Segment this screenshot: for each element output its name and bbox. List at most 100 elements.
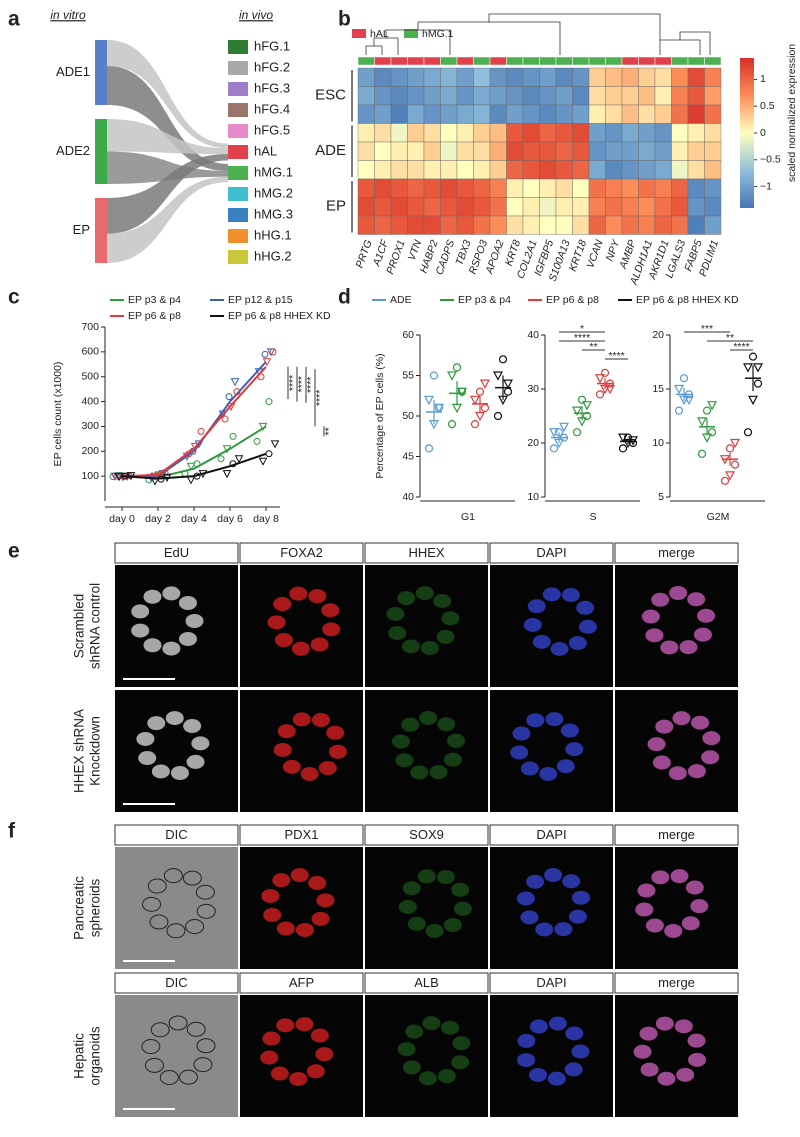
data-point <box>707 401 717 411</box>
data-point <box>470 420 480 429</box>
heatmap-cell <box>654 160 672 180</box>
data-point <box>743 363 753 373</box>
cell <box>182 870 202 886</box>
cell <box>523 617 542 632</box>
data-point <box>674 384 684 395</box>
data-point <box>480 403 490 412</box>
y-tick-label: 10 <box>652 437 664 449</box>
cell <box>391 734 410 749</box>
cell <box>527 599 546 614</box>
heatmap-cell <box>456 160 474 180</box>
cell <box>186 1021 206 1037</box>
data-point <box>725 471 735 481</box>
cell <box>397 591 416 606</box>
cell <box>568 909 587 924</box>
colorbar-tick-label: 0 <box>760 127 766 139</box>
target-label: hFG.5 <box>254 122 290 137</box>
heatmap-cell <box>572 67 590 87</box>
heatmap-cell <box>473 215 491 235</box>
heatmap-cell <box>489 178 507 198</box>
cell <box>687 1033 706 1048</box>
data-point <box>225 393 233 401</box>
cell <box>441 611 460 626</box>
mean-line <box>121 366 267 478</box>
cell <box>261 888 280 903</box>
y-tick-label: 40 <box>527 329 539 341</box>
heatmap-cell <box>572 215 590 235</box>
heatmap-cell <box>506 104 524 124</box>
heatmap-cell <box>572 86 590 106</box>
cell <box>316 893 335 908</box>
data-point <box>234 455 244 464</box>
flow <box>107 154 228 234</box>
heatmap-cell <box>605 141 623 161</box>
y-tick-label: 10 <box>527 491 539 503</box>
heatmap-cell <box>555 141 573 161</box>
target-node <box>228 61 248 75</box>
cell <box>545 712 564 727</box>
heatmap-cell <box>390 141 408 161</box>
cell <box>655 719 674 734</box>
heatmap-cell <box>407 215 425 235</box>
y-tick-label: 60 <box>402 329 414 341</box>
cell <box>651 592 670 607</box>
cell <box>260 1050 279 1065</box>
data-point <box>753 379 763 388</box>
cell <box>688 1052 707 1067</box>
data-point <box>503 379 513 389</box>
row-label: organoids <box>88 1026 103 1086</box>
heatmap-cell <box>506 123 524 143</box>
heatmap-cell <box>506 197 524 217</box>
heatmap-cell <box>473 197 491 217</box>
source-node <box>95 119 107 184</box>
legend-label: hAL <box>370 28 389 40</box>
heatmap-cell <box>522 197 540 217</box>
heatmap-cell <box>506 67 524 87</box>
channel-label: EdU <box>164 545 189 560</box>
heatmap-cell <box>473 160 491 180</box>
cell <box>510 745 529 760</box>
data-point <box>266 348 276 357</box>
data-point <box>262 358 272 367</box>
cell <box>386 606 405 621</box>
heatmap-cell <box>506 160 524 180</box>
data-point <box>595 374 605 384</box>
column-annotation <box>489 56 507 66</box>
column-annotation <box>572 56 590 66</box>
channel-header <box>114 542 239 564</box>
cell <box>263 908 282 923</box>
significance-label: **** <box>314 390 326 406</box>
significance-label: **** <box>733 341 749 353</box>
cell <box>321 603 340 618</box>
legend-label: ADE <box>390 294 412 306</box>
heatmap-cell <box>654 86 672 106</box>
heatmap-cell <box>588 86 606 106</box>
heatmap-cell <box>407 123 425 143</box>
column-annotation <box>621 56 639 66</box>
heatmap-cell <box>456 178 474 198</box>
heatmap-cell <box>671 215 689 235</box>
target-node <box>228 103 248 117</box>
heatmap-cell <box>489 160 507 180</box>
heatmap-cell <box>704 123 722 143</box>
cell <box>691 715 710 730</box>
panel-letter: e <box>8 540 20 563</box>
data-point <box>549 444 559 453</box>
y-tick-label: 500 <box>81 370 99 382</box>
cell <box>451 882 470 897</box>
data-point <box>743 428 753 437</box>
heatmap-cell <box>671 160 689 180</box>
heatmap-cell <box>605 86 623 106</box>
cell <box>163 868 183 884</box>
channel-header <box>114 824 239 846</box>
heatmap-cell <box>654 178 672 198</box>
data-point <box>559 422 569 433</box>
heatmap-cell <box>390 215 408 235</box>
cell <box>147 878 167 894</box>
cell <box>276 1018 295 1033</box>
micrograph <box>615 690 738 812</box>
heatmap-cell <box>539 178 557 198</box>
y-axis-label: EP cells count (x1000) <box>52 362 64 467</box>
column-annotation <box>555 56 573 66</box>
heatmap-cell <box>638 178 656 198</box>
